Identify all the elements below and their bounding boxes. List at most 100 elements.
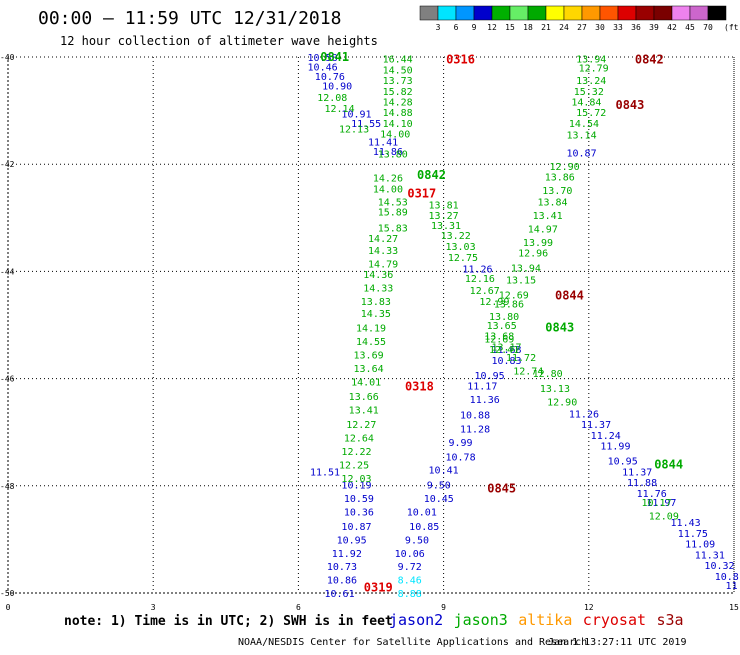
scale-swatch	[473, 5, 493, 21]
chart-subtitle: 12 hour collection of altimeter wave hei…	[60, 34, 378, 48]
scale-swatch	[491, 5, 511, 21]
legend-jason3: jason3	[454, 611, 508, 629]
wave-height-value: 10.8	[715, 572, 739, 583]
wave-height-value: 11.97	[646, 498, 676, 509]
wave-height-value: 10.95	[337, 535, 367, 546]
wave-height-value: 13.68	[484, 332, 514, 343]
legend: jason2 jason3 altika cryosat s3a	[389, 611, 684, 629]
pass-label: 0843	[615, 98, 644, 112]
wave-height-value: 10.90	[322, 81, 352, 92]
wave-height-value: 10.91	[341, 109, 371, 120]
grid	[7, 56, 735, 594]
wave-height-value: 11.37	[622, 467, 652, 478]
wave-height-value: 10.86	[327, 576, 357, 587]
wave-height-value: 13.86	[494, 300, 524, 311]
wave-height-value: 10.95	[475, 371, 505, 382]
wave-height-value: 10.87	[341, 522, 371, 533]
wave-height-value: 14.10	[383, 119, 413, 130]
scale-level-label: 6	[454, 23, 459, 32]
wave-height-value: 12.69	[484, 334, 514, 345]
scale-swatch	[527, 5, 547, 21]
pass-label: 0842	[417, 168, 446, 182]
wave-height-value: 12.90	[550, 162, 580, 173]
wave-height-value: 13.17	[491, 342, 521, 353]
wave-height-value: 11.92	[332, 549, 362, 560]
wave-height-value: 10.36	[344, 508, 374, 519]
scale-swatch	[707, 5, 727, 21]
wave-height-value: 11.26	[569, 409, 599, 420]
wave-height-value: 11.76	[637, 489, 667, 500]
wave-height-value: 12.74	[513, 367, 543, 378]
wave-height-value: 11.24	[591, 431, 621, 442]
scale-level-label: 33	[613, 23, 623, 32]
wave-height-value: 13.15	[506, 275, 536, 286]
wave-height-value: 9.50	[405, 535, 429, 546]
pass-label: 0318	[405, 380, 434, 394]
wave-height-value: 13.70	[542, 186, 572, 197]
wave-height-value: 12.25	[339, 460, 369, 471]
wave-height-value: 12.16	[465, 274, 495, 285]
wave-height-value: 12.80	[533, 369, 563, 380]
wave-height-value: 14.50	[383, 65, 413, 76]
wave-height-value: 11.43	[671, 518, 701, 529]
wave-height-value: 11.26	[462, 265, 492, 276]
pass-label: 0317	[407, 187, 436, 201]
wave-height-value: 12.90	[547, 398, 577, 409]
wave-height-value: 13.27	[429, 211, 459, 222]
wave-height-value: 13.66	[349, 392, 379, 403]
wave-height-value: 10.85	[409, 522, 439, 533]
scale-level-label: 70	[703, 23, 713, 32]
wave-height-value: 14.33	[368, 246, 398, 257]
wave-height-value: 10.61	[324, 589, 354, 600]
series-altika: 8.46 8.88	[398, 576, 422, 600]
wave-height-value: 14.26	[373, 174, 403, 185]
scale-swatch	[635, 5, 655, 21]
scale-swatch	[653, 5, 673, 21]
wave-height-value: 11	[726, 581, 738, 592]
wave-height-value: 11.28	[460, 424, 490, 435]
wave-height-value: 9.72	[398, 562, 422, 573]
legend-cryosat: cryosat	[583, 611, 646, 629]
scale-level-label: 15	[505, 23, 515, 32]
axis-ticks: 0 3 6 9 12 15 -40 -42 -44 -46 -48 -50	[0, 53, 739, 612]
wave-height-value: 14.88	[383, 108, 413, 119]
wave-height-value: 14.00	[380, 130, 410, 141]
note-text: note: 1) Time is in UTC; 2) SWH is in fe…	[64, 614, 393, 629]
wave-height-value: 13.64	[354, 364, 384, 375]
wave-height-value: 12.22	[341, 447, 371, 458]
wave-height-value: 13.83	[361, 297, 391, 308]
legend-s3a: s3a	[657, 611, 684, 629]
scale-level-label: 12	[487, 23, 497, 32]
wave-height-value: 10.01	[407, 508, 437, 519]
wave-height-value: 11.17	[467, 382, 497, 393]
scale-swatch	[617, 5, 637, 21]
pass-label: 0316	[446, 53, 475, 67]
credit-text: NOAA/NESDIS Center for Satellite Applica…	[238, 637, 587, 648]
legend-jason2: jason2	[389, 611, 443, 629]
wave-height-value: 11.51	[310, 467, 340, 478]
scale-swatch	[671, 5, 691, 21]
wave-height-value: 13.13	[540, 384, 570, 395]
wave-height-value: 14.28	[383, 97, 413, 108]
wave-height-value: 11.99	[600, 442, 630, 453]
wave-height-value: 13.41	[349, 406, 379, 417]
wave-height-value: 12.03	[341, 474, 371, 485]
wave-height-value: 10.83	[491, 356, 521, 367]
wave-height-value: 11.31	[695, 550, 725, 561]
wave-height-value: 13.94	[511, 264, 541, 275]
wave-height-value: 10.32	[704, 561, 734, 572]
wave-height-value: 10.58	[308, 53, 338, 64]
wave-height-value: 14.33	[363, 283, 393, 294]
pass-label: 0319	[364, 581, 393, 595]
wave-height-value: 15.89	[378, 207, 408, 218]
x-tick-label: 15	[729, 603, 739, 612]
wave-height-value: 14.36	[363, 270, 393, 281]
wave-height-value: 10.59	[344, 494, 374, 505]
wave-height-value: 12.75	[448, 253, 478, 264]
scale-unit-label: (ft)	[724, 23, 740, 32]
scale-level-label: 18	[523, 23, 533, 32]
wave-height-value: 14.84	[571, 97, 601, 108]
wave-height-value: 14.27	[368, 234, 398, 245]
